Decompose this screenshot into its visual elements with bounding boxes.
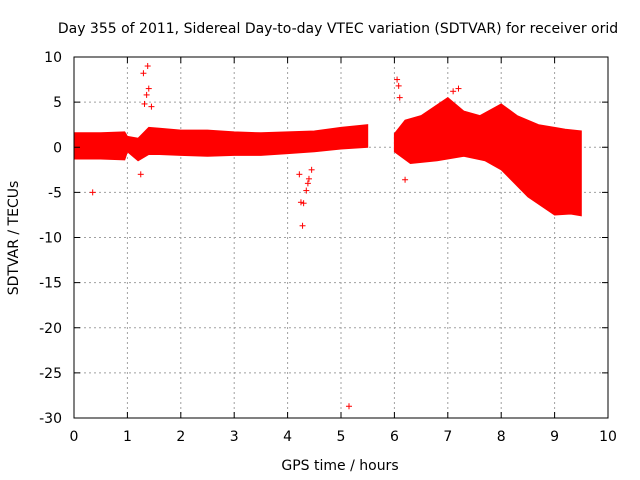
data-point — [396, 94, 403, 101]
data-point — [402, 176, 409, 183]
x-tick-label: 6 — [390, 429, 399, 445]
data-point — [394, 76, 401, 83]
x-tick-label: 9 — [550, 429, 559, 445]
data-point — [297, 199, 304, 206]
x-tick-label: 3 — [230, 429, 239, 445]
y-tick-label: 10 — [44, 50, 62, 66]
data-point — [296, 171, 303, 178]
data-band-1 — [73, 124, 369, 162]
data-point — [308, 166, 315, 173]
y-tick-labels: 10 5 0 -5 -10 -15 -20 -25 -30 — [39, 50, 62, 427]
x-tick-label: 5 — [337, 429, 346, 445]
data-point — [140, 70, 147, 77]
data-point — [145, 85, 152, 92]
y-tick-label: 0 — [53, 140, 62, 156]
data-point — [455, 85, 462, 92]
y-tick-label: -10 — [39, 231, 62, 247]
y-axis-label: SDTVAR / TECUs — [6, 181, 22, 296]
data-point — [303, 187, 310, 194]
x-tick-label: 7 — [443, 429, 452, 445]
y-tick-label: -30 — [39, 411, 62, 427]
y-tick-label: -5 — [48, 185, 62, 201]
x-tick-label: 2 — [176, 429, 185, 445]
data-band-2 — [393, 96, 582, 217]
axis-ticks — [73, 56, 609, 419]
data-point — [148, 103, 155, 110]
data-points — [89, 63, 462, 410]
data-point — [144, 63, 151, 70]
data-point — [450, 88, 457, 95]
data-point — [395, 82, 402, 89]
x-tick-labels: 0 1 2 3 4 5 6 7 8 9 10 — [70, 429, 617, 445]
x-tick-label: 1 — [123, 429, 132, 445]
x-tick-label: 0 — [70, 429, 79, 445]
chart-title: Day 355 of 2011, Sidereal Day-to-day VTE… — [58, 21, 618, 37]
x-axis-label: GPS time / hours — [281, 458, 398, 474]
data-point — [346, 403, 353, 410]
data-point — [299, 222, 306, 229]
x-tick-label: 4 — [283, 429, 292, 445]
y-tick-label: -20 — [39, 321, 62, 337]
data-point — [137, 171, 144, 178]
grid-lines — [74, 57, 608, 418]
data-point — [89, 189, 96, 196]
data-point — [304, 180, 311, 187]
y-tick-label: -15 — [39, 276, 62, 292]
y-tick-label: 5 — [53, 95, 62, 111]
data-bands — [73, 96, 582, 217]
x-tick-label: 10 — [599, 429, 617, 445]
data-point — [300, 200, 307, 207]
data-point — [141, 100, 148, 107]
x-tick-label: 8 — [497, 429, 506, 445]
y-tick-label: -25 — [39, 366, 62, 382]
data-point — [305, 175, 312, 182]
data-point — [143, 91, 150, 98]
